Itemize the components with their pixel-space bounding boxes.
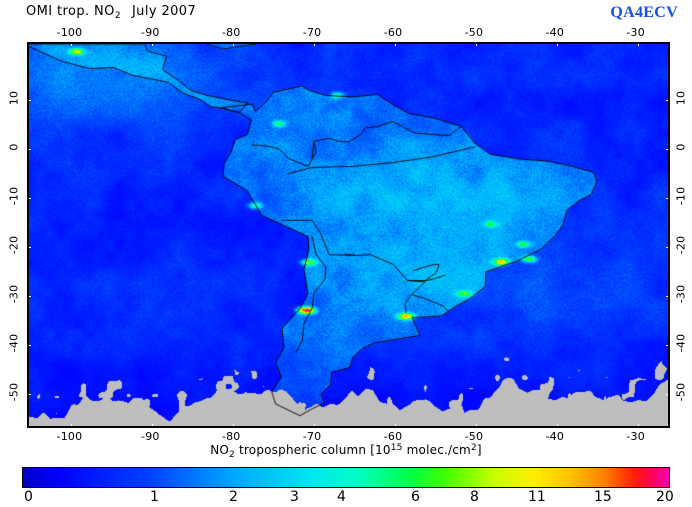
axis-tick [314, 44, 316, 46]
y-axis-left-label--10: -10 [7, 186, 21, 206]
axis-tick [314, 424, 316, 426]
x-axis-bottom-label--60: -60 [383, 430, 403, 443]
y-axis-right-label-0: 0 [674, 143, 688, 151]
x-axis-top-label--40: -40 [545, 26, 565, 39]
axis-tick [556, 44, 558, 46]
axis-tick [637, 424, 639, 426]
axis-tick [556, 424, 558, 426]
axis-tick [666, 246, 668, 248]
qa4ecv-logo: QA4ECV [610, 4, 678, 21]
y-axis-left-label--30: -30 [7, 284, 21, 304]
y-axis-right-label--30: -30 [674, 284, 688, 304]
axis-tick [29, 295, 31, 297]
y-axis-right-label-10: 10 [674, 90, 688, 106]
map-panel [27, 42, 670, 428]
axis-tick [666, 197, 668, 199]
axis-tick [666, 295, 668, 297]
y-axis-right-label--40: -40 [674, 333, 688, 353]
axis-tick [233, 44, 235, 46]
x-axis-bottom-label--40: -40 [545, 430, 565, 443]
title-species: OMI trop. NO [26, 4, 115, 19]
axis-tick [29, 344, 31, 346]
axis-tick [666, 344, 668, 346]
x-axis-bottom-label--30: -30 [626, 430, 645, 443]
colorbar-tick-2: 2 [229, 489, 238, 505]
colorbar-tick-0: 0 [24, 489, 33, 505]
colorbar-tick-15: 15 [594, 489, 612, 505]
colorbar-tick-11: 11 [528, 489, 546, 505]
y-axis-left-label-10: 10 [7, 90, 21, 106]
axis-tick [152, 44, 154, 46]
y-axis-left-label--20: -20 [7, 235, 21, 255]
axis-tick [394, 424, 396, 426]
axis-tick [152, 424, 154, 426]
axis-tick [637, 44, 639, 46]
x-axis-top-label--100: -100 [56, 26, 83, 39]
colorbar [22, 467, 670, 488]
y-axis-right-label--50: -50 [674, 382, 688, 401]
axis-tick [666, 99, 668, 101]
colorbar-tick-20: 20 [656, 489, 674, 505]
axis-tick [29, 99, 31, 101]
colorbar-title: NO2 tropospheric column [1015 molec./cm2… [210, 443, 482, 460]
axis-tick [29, 393, 31, 395]
x-axis-top-label--60: -60 [383, 26, 403, 39]
x-axis-top-label--50: -50 [464, 26, 484, 39]
y-axis-left-label--50: -50 [7, 382, 21, 401]
axis-tick [29, 197, 31, 199]
axis-tick [233, 424, 235, 426]
page-title: OMI trop. NO2 July 2007 [26, 4, 196, 21]
axis-tick [475, 44, 477, 46]
title-period: July 2007 [131, 4, 197, 19]
x-axis-top-label--90: -90 [141, 26, 160, 39]
colorbar-tick-8: 8 [470, 489, 479, 505]
axis-tick [666, 393, 668, 395]
x-axis-bottom-label--100: -100 [56, 430, 83, 443]
title-subscript: 2 [114, 11, 121, 21]
axis-tick [666, 148, 668, 150]
x-axis-bottom-label--50: -50 [464, 430, 484, 443]
x-axis-top-label--70: -70 [302, 26, 322, 39]
colorbar-tick-4: 4 [337, 489, 346, 505]
axis-tick [29, 246, 31, 248]
colorbar-tick-3: 3 [290, 489, 299, 505]
axis-tick [71, 44, 73, 46]
no2-heatmap-canvas [29, 44, 668, 426]
colorbar-gradient [23, 468, 669, 487]
x-axis-bottom-label--90: -90 [141, 430, 160, 443]
axis-tick [394, 44, 396, 46]
colorbar-tick-6: 6 [411, 489, 420, 505]
y-axis-left-label-0: 0 [7, 143, 21, 151]
x-axis-bottom-label--80: -80 [221, 430, 241, 443]
y-axis-left-label--40: -40 [7, 333, 21, 353]
y-axis-right-label--20: -20 [674, 235, 688, 255]
x-axis-top-label--30: -30 [626, 26, 645, 39]
axis-tick [71, 424, 73, 426]
x-axis-bottom-label--70: -70 [302, 430, 322, 443]
axis-tick [475, 424, 477, 426]
colorbar-tick-1: 1 [150, 489, 159, 505]
x-axis-top-label--80: -80 [221, 26, 241, 39]
y-axis-right-label--10: -10 [674, 186, 688, 206]
axis-tick [29, 148, 31, 150]
